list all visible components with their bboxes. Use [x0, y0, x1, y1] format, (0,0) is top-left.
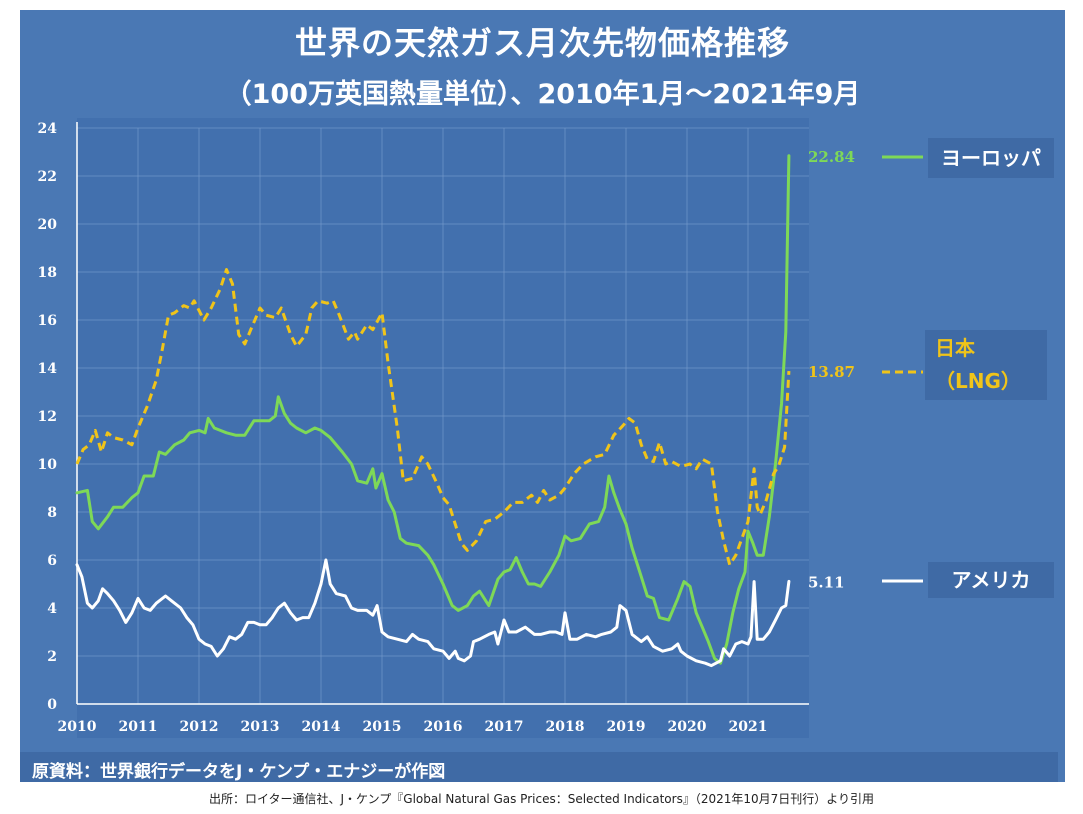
x-tick-label: 2016 [424, 719, 463, 735]
source-band [20, 752, 1058, 782]
series-line-usa [75, 558, 791, 668]
legend-japan-line1: 日本 [935, 336, 975, 360]
x-tick-label: 2012 [180, 719, 219, 735]
y-tick-label: 0 [47, 697, 57, 713]
end-value-label-usa: 5.11 [808, 573, 845, 591]
x-tick-label: 2020 [668, 719, 707, 735]
y-tick-label: 10 [38, 457, 58, 473]
y-tick-label: 22 [38, 169, 57, 185]
y-tick-label: 2 [47, 649, 57, 665]
series-line-japan [75, 268, 791, 567]
x-tick-label: 2014 [302, 719, 341, 735]
chart-subtitle: （100万英国熱量単位）、2010年1月～2021年9月 [224, 79, 861, 110]
end-value-label-europe: 22.84 [808, 148, 855, 166]
legend-japan: 日本 （LNG） [925, 330, 1047, 400]
end-value-label-japan: 13.87 [808, 363, 855, 381]
legend-japan-line2: （LNG） [935, 369, 1021, 393]
legend-usa: アメリカ [928, 562, 1054, 598]
y-tick-label: 18 [38, 265, 57, 281]
series-line-europe [75, 154, 791, 665]
x-tick-label: 2010 [58, 719, 97, 735]
y-tick-label: 12 [38, 409, 57, 425]
x-tick-label: 2013 [241, 719, 280, 735]
x-tick-label: 2011 [119, 719, 158, 735]
y-tick-label: 8 [47, 505, 57, 521]
y-tick-label: 16 [38, 313, 57, 329]
y-tick-label: 6 [47, 553, 57, 569]
y-tick-label: 4 [47, 601, 57, 617]
x-tick-label: 2021 [729, 719, 768, 735]
x-tick-label: 2017 [485, 719, 524, 735]
source-primary: 原資料：世界銀行データをJ・ケンプ・エナジーが作図 [32, 762, 446, 782]
y-tick-label: 14 [38, 361, 58, 377]
y-tick-label: 20 [38, 217, 58, 233]
x-tick-label: 2019 [607, 719, 646, 735]
legend-europe: ヨーロッパ [928, 138, 1054, 178]
source-secondary: 出所：ロイター通信社、J・ケンプ『Global Natural Gas Pric… [208, 792, 875, 806]
y-tick-label: 24 [38, 121, 58, 137]
x-tick-label: 2015 [363, 719, 402, 735]
chart-title: 世界の天然ガス月次先物価格推移 [294, 24, 790, 62]
x-tick-label: 2018 [546, 719, 585, 735]
